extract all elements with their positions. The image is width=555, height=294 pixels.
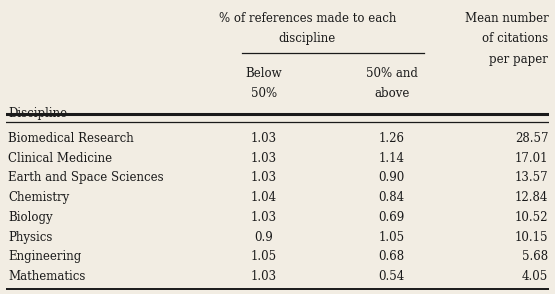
Text: discipline: discipline [279,32,336,46]
Text: Below: Below [246,67,282,80]
Text: 1.03: 1.03 [251,211,277,224]
Text: per paper: per paper [490,53,548,66]
Text: of citations: of citations [482,32,548,46]
Text: 4.05: 4.05 [522,270,548,283]
Text: 28.57: 28.57 [515,132,548,145]
Text: 0.69: 0.69 [379,211,405,224]
Text: Chemistry: Chemistry [8,191,69,204]
Text: 0.84: 0.84 [379,191,405,204]
Text: 0.9: 0.9 [255,230,273,243]
Text: 13.57: 13.57 [514,171,548,184]
Text: Mathematics: Mathematics [8,270,85,283]
Text: 1.03: 1.03 [251,171,277,184]
Text: Earth and Space Sciences: Earth and Space Sciences [8,171,164,184]
Text: 0.90: 0.90 [379,171,405,184]
Text: Biology: Biology [8,211,53,224]
Text: Mean number: Mean number [465,12,548,25]
Text: above: above [374,87,410,100]
Text: 0.68: 0.68 [379,250,405,263]
Text: 0.54: 0.54 [379,270,405,283]
Text: 50%: 50% [251,87,277,100]
Text: 12.84: 12.84 [515,191,548,204]
Text: 17.01: 17.01 [515,152,548,165]
Text: 1.03: 1.03 [251,152,277,165]
Text: Clinical Medicine: Clinical Medicine [8,152,113,165]
Text: 10.15: 10.15 [515,230,548,243]
Text: % of references made to each: % of references made to each [219,12,396,25]
Text: 1.03: 1.03 [251,270,277,283]
Text: Engineering: Engineering [8,250,82,263]
Text: Discipline: Discipline [8,107,67,120]
Text: Biomedical Research: Biomedical Research [8,132,134,145]
Text: 1.05: 1.05 [251,250,277,263]
Text: Physics: Physics [8,230,53,243]
Text: 50% and: 50% and [366,67,418,80]
Text: 1.14: 1.14 [379,152,405,165]
Text: 1.04: 1.04 [251,191,277,204]
Text: 10.52: 10.52 [515,211,548,224]
Text: 5.68: 5.68 [522,250,548,263]
Text: 1.26: 1.26 [379,132,405,145]
Text: 1.05: 1.05 [379,230,405,243]
Text: 1.03: 1.03 [251,132,277,145]
